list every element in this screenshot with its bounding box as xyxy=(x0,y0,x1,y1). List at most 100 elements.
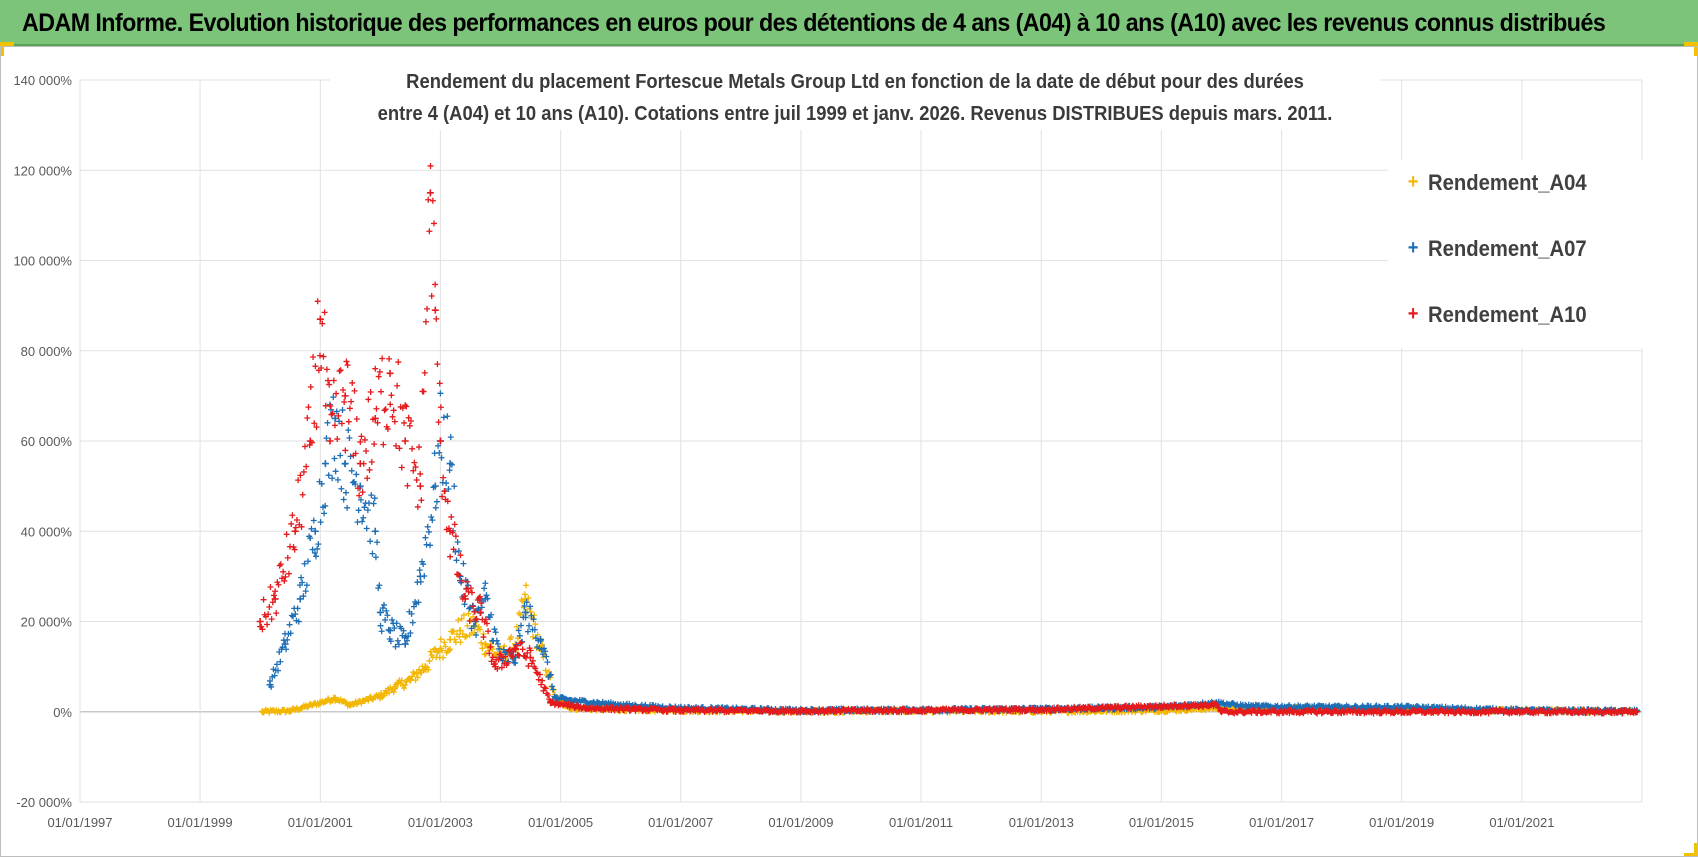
marker-rendement-a10 xyxy=(363,448,370,455)
data-point-rendement-a04 xyxy=(521,595,529,603)
marker-rendement-a07 xyxy=(339,407,346,414)
marker-rendement-a10 xyxy=(311,420,318,427)
marker-rendement-a10 xyxy=(321,309,328,316)
data-point-rendement-a07 xyxy=(566,696,574,704)
marker-rendement-a10 xyxy=(388,392,395,399)
marker-rendement-a10 xyxy=(267,583,274,590)
marker-rendement-a10 xyxy=(420,388,427,395)
marker-rendement-a07 xyxy=(360,514,367,521)
marker-rendement-a07 xyxy=(313,553,320,560)
marker-rendement-a04 xyxy=(456,633,463,640)
marker-rendement-a10 xyxy=(375,373,382,380)
marker-rendement-a07 xyxy=(432,504,439,511)
marker-rendement-a10 xyxy=(396,445,403,452)
data-point-rendement-a04 xyxy=(421,663,429,671)
marker-rendement-a07 xyxy=(352,481,359,488)
marker-rendement-a07 xyxy=(410,603,417,610)
marker-rendement-a10 xyxy=(427,162,434,169)
marker-rendement-a10 xyxy=(497,651,504,658)
marker-rendement-a07 xyxy=(288,612,295,619)
marker-rendement-a07 xyxy=(368,492,375,499)
marker-rendement-a07 xyxy=(322,502,329,509)
marker-rendement-a04 xyxy=(532,621,539,628)
marker-rendement-a10 xyxy=(368,459,375,466)
marker-rendement-a07 xyxy=(329,475,336,482)
marker-rendement-a10 xyxy=(411,459,418,466)
marker-rendement-a07 xyxy=(307,535,314,542)
marker-rendement-a10 xyxy=(483,620,490,627)
marker-rendement-a10 xyxy=(404,482,411,489)
marker-rendement-a07 xyxy=(494,640,501,647)
marker-rendement-a10 xyxy=(448,513,455,520)
marker-rendement-a10 xyxy=(418,497,425,504)
marker-rendement-a07 xyxy=(515,627,522,634)
marker-rendement-a10 xyxy=(340,387,347,393)
marker-rendement-a10 xyxy=(421,369,428,376)
data-point-rendement-a10 xyxy=(431,306,439,314)
data-point-rendement-a10 xyxy=(917,706,925,714)
marker-rendement-a10 xyxy=(331,422,338,429)
marker-rendement-a04 xyxy=(455,617,462,624)
legend-label-a04: Rendement_A04 xyxy=(1428,170,1587,195)
marker-rendement-a10 xyxy=(435,419,442,426)
marker-rendement-a07 xyxy=(546,672,553,679)
marker-rendement-a04 xyxy=(401,685,408,692)
marker-rendement-a07 xyxy=(357,496,364,503)
marker-rendement-a10 xyxy=(468,589,475,596)
marker-rendement-a10 xyxy=(416,444,423,451)
legend-item-a10: + Rendement_A10 xyxy=(1408,302,1587,328)
data-point-rendement-a07 xyxy=(1338,703,1346,711)
data-point-rendement-a10 xyxy=(356,460,364,468)
marker-rendement-a07 xyxy=(435,442,442,449)
x-tick-label: 01/01/2001 xyxy=(288,815,353,830)
marker-rendement-a10 xyxy=(517,640,524,647)
marker-rendement-a10 xyxy=(275,581,282,588)
marker-rendement-a10 xyxy=(371,441,378,448)
y-tick-label: 140 000% xyxy=(13,73,72,88)
marker-rendement-a10 xyxy=(1477,710,1484,717)
marker-rendement-a10 xyxy=(312,363,319,370)
marker-rendement-a10 xyxy=(414,503,421,510)
marker-rendement-a04 xyxy=(458,615,465,622)
marker-rendement-a10 xyxy=(989,708,996,715)
marker-rendement-a07 xyxy=(314,545,321,552)
marker-rendement-a10 xyxy=(354,485,361,492)
marker-rendement-a07 xyxy=(387,638,394,645)
data-point-rendement-a10 xyxy=(1212,701,1220,709)
marker-rendement-a10 xyxy=(480,634,487,641)
data-point-rendement-a07 xyxy=(281,640,289,648)
marker-rendement-a10 xyxy=(307,383,314,390)
marker-rendement-a10 xyxy=(344,362,351,369)
marker-rendement-a07 xyxy=(334,476,341,483)
x-tick-label: 01/01/2003 xyxy=(408,815,473,830)
data-point-rendement-a10 xyxy=(306,437,314,445)
marker-rendement-a07 xyxy=(273,661,280,668)
marker-rendement-a10 xyxy=(401,419,408,426)
marker-rendement-a04 xyxy=(525,595,532,602)
marker-rendement-a07 xyxy=(395,641,402,648)
data-point-rendement-a10 xyxy=(386,369,394,377)
marker-rendement-a10 xyxy=(353,415,360,422)
legend-marker-a10: + xyxy=(1407,303,1419,325)
marker-rendement-a10 xyxy=(313,424,320,431)
data-point-rendement-a04 xyxy=(346,701,354,709)
marker-rendement-a10 xyxy=(444,498,451,505)
marker-rendement-a07 xyxy=(299,579,306,586)
marker-rendement-a07 xyxy=(437,390,444,397)
marker-rendement-a07 xyxy=(407,630,414,637)
marker-rendement-a07 xyxy=(330,394,337,401)
data-point-rendement-a10 xyxy=(291,527,299,535)
y-tick-label: 0% xyxy=(53,705,72,720)
marker-rendement-a04 xyxy=(462,634,469,641)
marker-rendement-a07 xyxy=(321,510,328,517)
marker-rendement-a07 xyxy=(345,427,352,434)
data-point-rendement-a10 xyxy=(401,437,409,445)
marker-rendement-a04 xyxy=(530,633,537,640)
data-point-rendement-a04 xyxy=(286,707,294,715)
legend-label-a10: Rendement_A10 xyxy=(1428,302,1587,327)
marker-rendement-a10 xyxy=(466,618,473,625)
marker-rendement-a07 xyxy=(378,628,385,635)
marker-rendement-a07 xyxy=(488,611,495,618)
data-point-rendement-a07 xyxy=(552,694,560,702)
